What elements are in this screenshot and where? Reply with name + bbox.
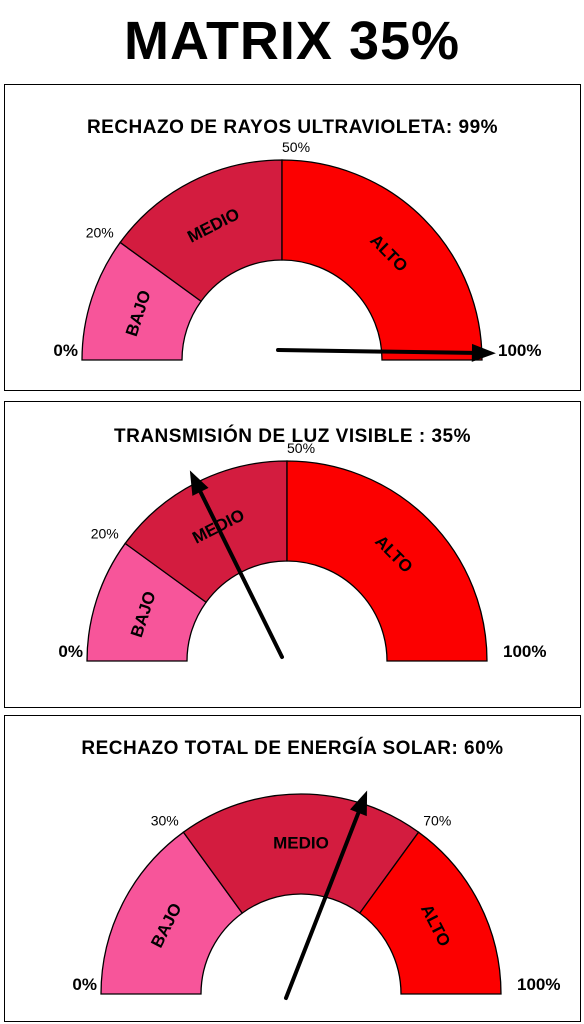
gauge-tick-label: 70% [423, 813, 451, 829]
gauge-tick-label: 30% [151, 813, 179, 829]
gauge-tick-label: 50% [287, 440, 315, 456]
gauge-needle-arrowhead [471, 343, 496, 362]
gauge-title: TRANSMISIÓN DE LUZ VISIBLE : 35% [114, 426, 471, 447]
gauge-panel-visible-light: TRANSMISIÓN DE LUZ VISIBLE : 35% BAJOMED… [4, 401, 581, 708]
gauge-title: RECHAZO DE RAYOS ULTRAVIOLETA: 99% [86, 117, 499, 138]
gauge-tick-label: 100% [517, 975, 560, 994]
gauge-tick-label: 20% [91, 526, 119, 542]
gauge-needle-arrowhead [350, 790, 368, 817]
main-title: MATRIX 35% [123, 11, 461, 71]
gauge-needle-shaft [198, 489, 284, 659]
gauge-tick-label: 0% [58, 642, 83, 661]
gauge-band-medio [182, 793, 420, 915]
gauge-band-label: MEDIO [273, 833, 329, 852]
gauge-tick-label: 0% [72, 975, 97, 994]
gauge-needle-shaft [276, 348, 474, 355]
gauge-band-alto [281, 159, 483, 361]
gauge-band-alto [286, 460, 488, 662]
gauge-tick-label: 100% [503, 642, 546, 661]
gauge-needle-shaft [284, 810, 361, 1000]
gauge-panel-uv: RECHAZO DE RAYOS ULTRAVIOLETA: 99% BAJO M… [4, 84, 581, 391]
gauge-needle-arrowhead [189, 470, 209, 496]
gauge-tick-label: 50% [282, 139, 310, 155]
gauge-tick-label: 20% [86, 225, 114, 241]
gauge-panel-solar-energy: RECHAZO TOTAL DE ENERGÍA SOLAR: 60% BAJO… [4, 715, 581, 1022]
gauge-band-alto [358, 831, 502, 995]
gauge-title: RECHAZO TOTAL DE ENERGÍA SOLAR: 60% [81, 738, 504, 759]
gauge-tick-label: 0% [53, 341, 78, 360]
gauge-tick-label: 100% [498, 341, 541, 360]
